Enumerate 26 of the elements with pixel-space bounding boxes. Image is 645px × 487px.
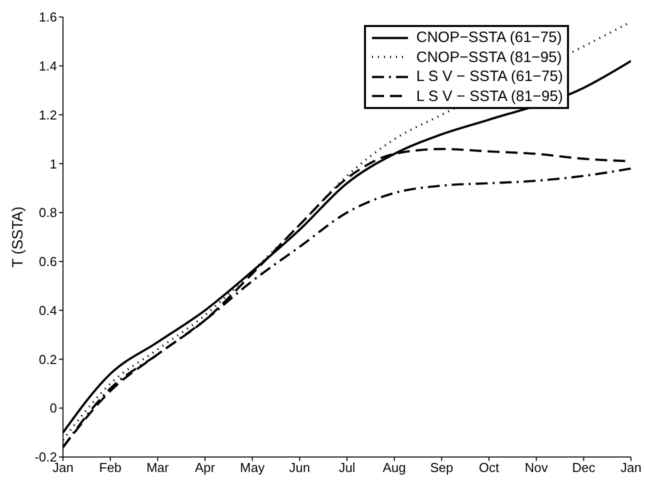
x-tick-label: Oct [478,460,500,476]
legend-label: CNOP−SSTA (61−75) [416,29,562,46]
x-tick-label: May [240,460,266,476]
y-tick-label: 1.4 [38,58,57,74]
legend-label: CNOP−SSTA (81−95) [416,48,562,66]
x-tick-label: Jun [289,460,310,476]
x-tick-label: Aug [382,460,406,476]
y-tick-label: 1 [50,156,57,172]
x-tick-label: Apr [194,460,216,476]
y-tick-label: 0 [50,400,57,416]
x-tick-label: Jul [338,460,356,476]
y-tick-label: 0.4 [38,302,57,318]
x-tick-label: Feb [99,460,122,476]
x-tick-label: Nov [524,460,548,476]
y-tick-label: 0.6 [38,254,57,270]
y-tick-label: 1.6 [38,10,57,25]
y-axis-title: T (SSTA) [9,206,26,268]
x-tick-label: Jan [620,460,642,476]
y-tick-label: 0.8 [38,205,57,220]
y-tick-label: 1.2 [38,107,57,122]
legend-label: L S V − SSTA (61−75) [416,68,563,86]
y-tick-label: 0.2 [38,352,57,367]
x-tick-label: Dec [572,460,596,476]
x-tick-label: Sep [430,460,454,476]
x-tick-label: Mar [146,460,170,476]
legend-label: L S V − SSTA (81−95) [416,88,563,105]
